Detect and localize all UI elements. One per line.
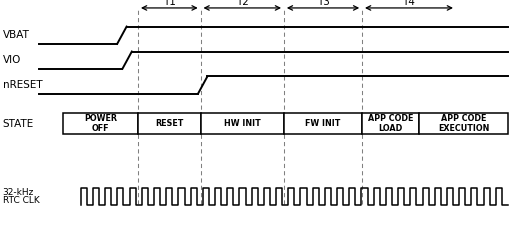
Bar — [284, 113, 362, 134]
Bar — [201, 113, 284, 134]
Text: HW INIT: HW INIT — [224, 119, 260, 128]
Bar — [419, 113, 508, 134]
Text: T2: T2 — [236, 0, 249, 7]
Bar — [138, 113, 201, 134]
Text: VBAT: VBAT — [3, 30, 30, 40]
Bar — [362, 113, 419, 134]
Text: 32-kHz: 32-kHz — [3, 188, 34, 197]
Text: APP CODE
LOAD: APP CODE LOAD — [368, 114, 414, 133]
Bar — [63, 113, 138, 134]
Text: T4: T4 — [403, 0, 415, 7]
Text: POWER
OFF: POWER OFF — [84, 114, 117, 133]
Text: RTC CLK: RTC CLK — [3, 196, 40, 205]
Text: T1: T1 — [163, 0, 176, 7]
Text: nRESET: nRESET — [3, 80, 42, 90]
Text: FW INIT: FW INIT — [305, 119, 341, 128]
Text: APP CODE
EXECUTION: APP CODE EXECUTION — [438, 114, 489, 133]
Text: RESET: RESET — [155, 119, 183, 128]
Text: VIO: VIO — [3, 55, 21, 65]
Text: T3: T3 — [317, 0, 329, 7]
Text: STATE: STATE — [3, 119, 34, 129]
